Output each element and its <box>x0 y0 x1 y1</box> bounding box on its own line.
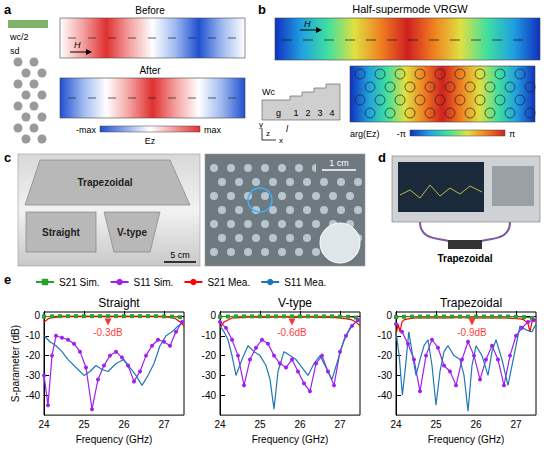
svg-text:z: z <box>266 129 270 138</box>
svg-text:2: 2 <box>305 108 310 118</box>
svg-text:-40: -40 <box>378 390 393 401</box>
svg-text:1: 1 <box>293 108 298 118</box>
svg-text:-20: -20 <box>378 350 393 361</box>
svg-text:max: max <box>204 125 222 135</box>
svg-text:S11 Sim.: S11 Sim. <box>134 277 174 288</box>
svg-text:-20: -20 <box>26 350 41 361</box>
svg-text:π: π <box>509 129 515 139</box>
svg-text:Frequency (GHz): Frequency (GHz) <box>252 434 329 445</box>
svg-text:After: After <box>139 65 161 76</box>
svg-text:27: 27 <box>334 419 346 430</box>
svg-text:y: y <box>259 120 263 129</box>
svg-text:H: H <box>74 40 81 50</box>
svg-text:Trapezoidal: Trapezoidal <box>437 253 492 264</box>
svg-text:5 cm: 5 cm <box>170 250 190 260</box>
svg-text:l: l <box>286 124 289 134</box>
svg-text:arg(Ez): arg(Ez) <box>350 129 380 139</box>
svg-text:Wc: Wc <box>262 87 275 97</box>
svg-text:-10: -10 <box>26 330 41 341</box>
svg-text:-30: -30 <box>202 370 217 381</box>
svg-text:25: 25 <box>254 419 266 430</box>
svg-text:26: 26 <box>470 419 482 430</box>
svg-text:0: 0 <box>34 310 40 321</box>
svg-text:S-parameter (dB): S-parameter (dB) <box>10 325 21 402</box>
svg-text:3: 3 <box>317 108 322 118</box>
svg-text:Straight: Straight <box>98 296 140 310</box>
svg-text:Before: Before <box>135 5 165 16</box>
svg-text:-π: -π <box>397 129 406 139</box>
svg-text:25: 25 <box>78 419 90 430</box>
svg-text:0: 0 <box>210 310 216 321</box>
svg-text:25: 25 <box>430 419 442 430</box>
svg-text:-10: -10 <box>202 330 217 341</box>
svg-text:26: 26 <box>294 419 306 430</box>
svg-text:-max: -max <box>76 125 96 135</box>
svg-text:-0.9dB: -0.9dB <box>457 327 487 338</box>
svg-text:Ez: Ez <box>145 136 156 146</box>
svg-text:V-type: V-type <box>278 296 312 310</box>
html-text:e: e <box>4 272 12 287</box>
svg-text:x: x <box>279 136 283 145</box>
svg-text:-0.3dB: -0.3dB <box>93 327 123 338</box>
svg-text:-30: -30 <box>26 370 41 381</box>
svg-text:0: 0 <box>386 310 392 321</box>
svg-text:S21 Mea.: S21 Mea. <box>207 277 250 288</box>
svg-text:26: 26 <box>118 419 130 430</box>
svg-text:Straight: Straight <box>42 227 80 238</box>
svg-text:27: 27 <box>158 419 170 430</box>
svg-text:a: a <box>4 2 12 17</box>
svg-text:Trapezoidal: Trapezoidal <box>77 177 132 188</box>
svg-text:S11 Mea.: S11 Mea. <box>284 277 326 288</box>
svg-text:S21 Sim.: S21 Sim. <box>59 277 100 288</box>
svg-text:24: 24 <box>214 419 226 430</box>
svg-text:d: d <box>378 150 386 165</box>
svg-text:Half-supermode VRGW: Half-supermode VRGW <box>352 3 468 15</box>
svg-text:sd: sd <box>10 46 20 56</box>
svg-text:Frequency (GHz): Frequency (GHz) <box>428 434 505 445</box>
svg-text:-20: -20 <box>202 350 217 361</box>
svg-text:H: H <box>304 19 311 29</box>
svg-text:g: g <box>276 108 281 118</box>
svg-text:4: 4 <box>329 108 334 118</box>
svg-text:24: 24 <box>38 419 50 430</box>
svg-text:-10: -10 <box>378 330 393 341</box>
svg-text:24: 24 <box>390 419 402 430</box>
svg-text:wc/2: wc/2 <box>9 32 29 42</box>
svg-text:c: c <box>4 150 11 165</box>
svg-text:-30: -30 <box>378 370 393 381</box>
svg-text:-40: -40 <box>26 390 41 401</box>
svg-text:V-type: V-type <box>117 227 147 238</box>
svg-text:27: 27 <box>510 419 522 430</box>
svg-text:1 cm: 1 cm <box>329 158 349 168</box>
svg-text:-40: -40 <box>202 390 217 401</box>
svg-text:-0.6dB: -0.6dB <box>277 327 307 338</box>
svg-text:Trapezoidal: Trapezoidal <box>440 296 502 310</box>
svg-text:b: b <box>258 2 266 17</box>
svg-text:Frequency (GHz): Frequency (GHz) <box>76 434 153 445</box>
